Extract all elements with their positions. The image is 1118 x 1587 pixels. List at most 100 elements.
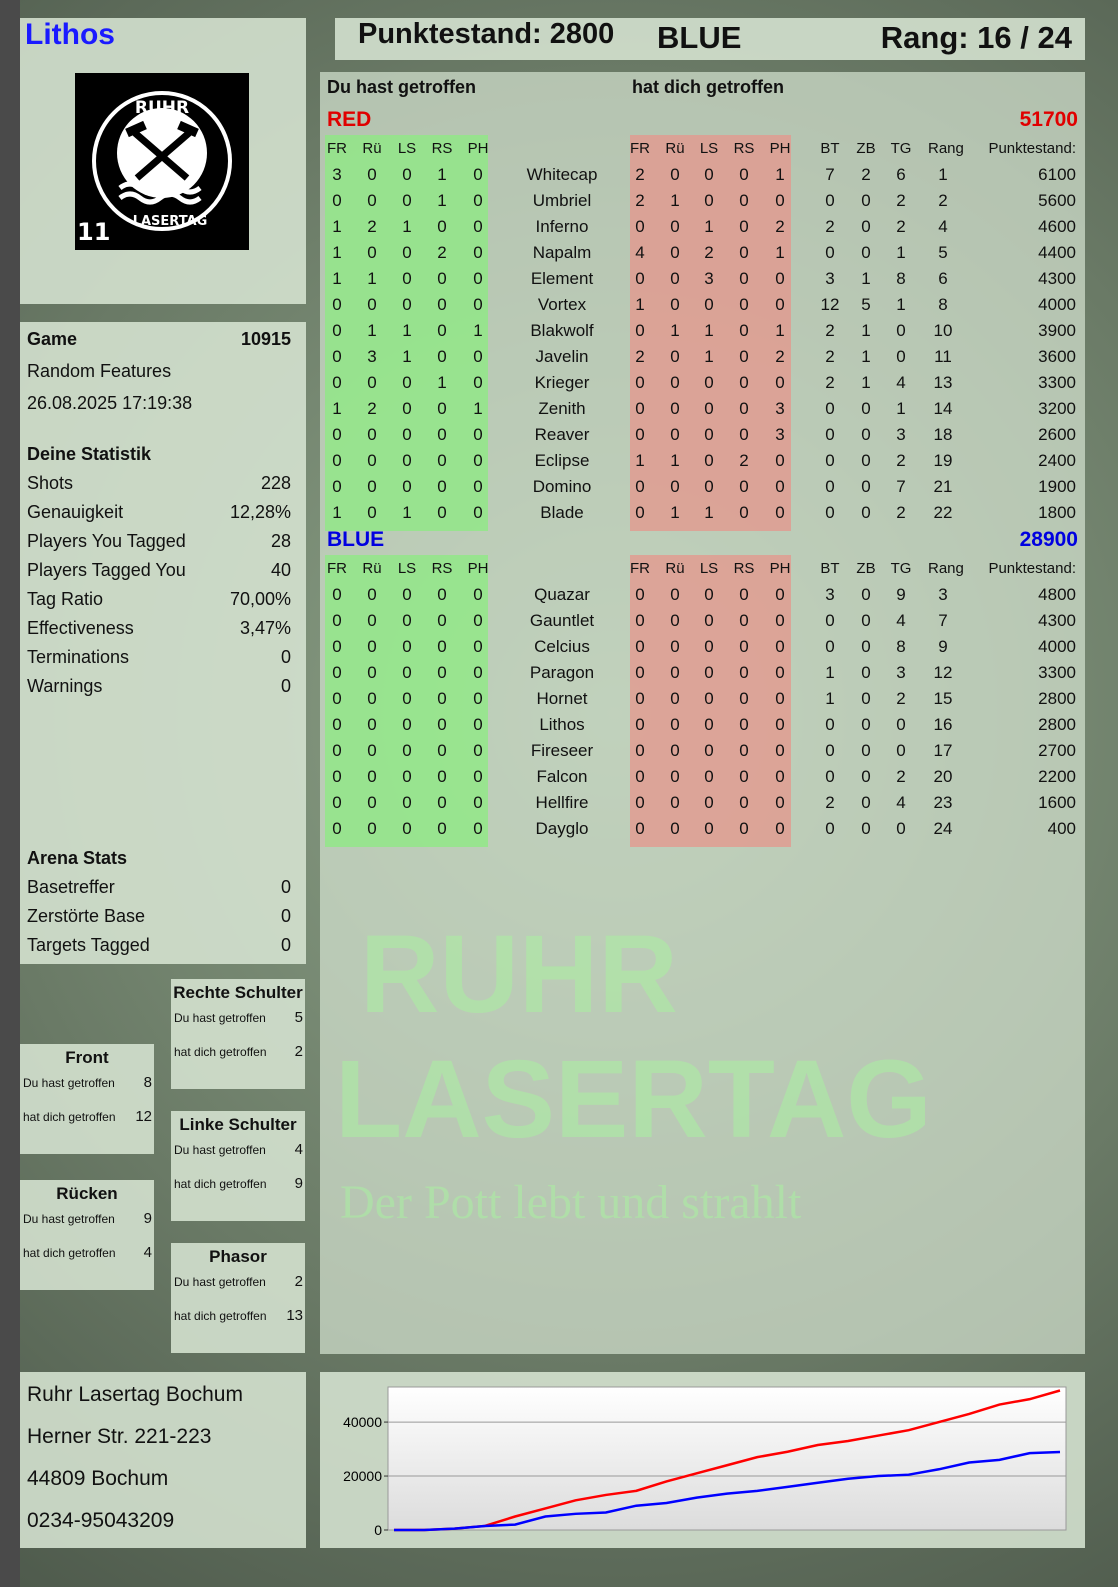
stat-cell: 2 [825,217,835,236]
score-cell: 4000 [1038,295,1076,314]
arena-label: Zerstörte Base [27,906,146,926]
stat-value: 0 [280,647,291,667]
series-line-0 [394,1389,1061,1532]
stat-cell: 1 [402,503,412,522]
column-header: BT [820,560,840,577]
column-header: ZB [856,140,876,157]
stat-cell: 0 [775,295,785,314]
stat-cell: 8 [896,637,906,656]
stat-cell: 0 [635,767,645,786]
stat-cell: 0 [861,663,871,682]
stat-cell: 0 [402,269,412,288]
stat-cell: 0 [635,503,645,522]
stat-cell: 0 [332,767,342,786]
stat-cell: 0 [739,217,749,236]
stat-cell: 0 [861,451,871,470]
stat-cell: 2 [938,191,948,210]
game-datetime: 26.08.2025 17:19:38 [27,393,193,413]
stat-cell: 0 [670,165,680,184]
stat-cell: 1 [332,217,342,236]
stat-cell: 2 [739,451,749,470]
stat-cell: 0 [367,663,377,682]
stat-cell: 0 [739,321,749,340]
column-header: Rü [362,140,382,157]
stat-cell: 19 [933,451,953,470]
score-cell: 4400 [1038,243,1076,262]
stat-cell: 0 [704,715,714,734]
player-name: Falcon [536,767,588,786]
stat-cell: 0 [437,793,447,812]
score-cell: 3900 [1038,321,1076,340]
player-name: Reaver [534,425,590,444]
stat-cell: 0 [473,793,483,812]
rank-label: Rang: 16 / 24 [880,20,1072,55]
stat-cell: 2 [825,793,835,812]
stat-cell: 0 [670,663,680,682]
stat-cell: 0 [367,793,377,812]
column-header: FR [630,560,650,577]
stat-cell: 0 [775,503,785,522]
hit-you-band [630,135,791,531]
stat-cell: 0 [861,217,871,236]
stat-cell: 0 [825,425,835,444]
stat-cell: 0 [402,165,412,184]
stat-cell: 0 [861,741,871,760]
player-name: Napalm [532,243,592,262]
stat-cell: 0 [896,819,906,838]
stat-cell: 0 [367,425,377,444]
stat-cell: 0 [635,819,645,838]
stat-cell: 0 [402,295,412,314]
you-hit-label: Du hast getroffen [23,1076,115,1090]
you-hit-band [325,555,488,847]
hammer-pick-icon: RUHR LASERTAG 11 [77,91,232,246]
stat-cell: 0 [739,269,749,288]
stat-cell: 0 [896,741,906,760]
stat-cell: 0 [739,503,749,522]
stat-cell: 0 [635,477,645,496]
stat-cell: 0 [332,295,342,314]
stat-cell: 0 [825,451,835,470]
watermark-ruhr: RUHR [360,913,678,1036]
stat-cell: 1 [861,321,871,340]
stat-cell: 0 [896,715,906,734]
stat-cell: 0 [825,503,835,522]
hit-zone-title: Rücken [56,1184,118,1203]
column-header: LS [699,560,719,577]
stat-cell: 23 [933,793,953,812]
stat-cell: 0 [704,399,714,418]
you-hit-label: Du hast getroffen [174,1275,266,1289]
stat-cell: 0 [825,191,835,210]
stat-cell: 0 [437,399,447,418]
stat-cell: 0 [704,767,714,786]
stat-cell: 2 [775,217,785,236]
column-header: BT [820,140,840,157]
hit-you-label: hat dich getroffen [632,77,784,97]
stat-cell: 1 [473,321,483,340]
score-cell: 2600 [1038,425,1076,444]
stat-cell: 0 [402,373,412,392]
player-name: Lithos [539,715,585,734]
player-name: Zenith [538,399,586,418]
stat-cell: 1 [670,503,680,522]
stat-cell: 0 [635,741,645,760]
address-line: Ruhr Lasertag Bochum [27,1383,243,1406]
stat-cell: 1 [861,347,871,366]
stat-cell: 0 [367,819,377,838]
hit-zone-phasor: Phasor Du hast getroffen 2 hat dich getroff… [171,1243,305,1353]
stat-cell: 0 [635,217,645,236]
stat-cell: 0 [635,715,645,734]
score-cell: 1900 [1038,477,1076,496]
stat-cell: 0 [739,611,749,630]
y-tick-label: 20000 [343,1468,382,1484]
stat-cell: 0 [367,741,377,760]
stat-label: Effectiveness [27,618,134,638]
game-id: 10915 [240,329,291,349]
stat-cell: 0 [332,191,342,210]
stat-cell: 0 [402,637,412,656]
stat-cell: 0 [861,425,871,444]
column-header: RS [431,140,453,157]
stat-cell: 4 [938,217,948,236]
stat-cell: 0 [861,585,871,604]
hit-you-value: 2 [294,1043,303,1060]
stat-row: Players Tagged You 40 [27,560,291,581]
